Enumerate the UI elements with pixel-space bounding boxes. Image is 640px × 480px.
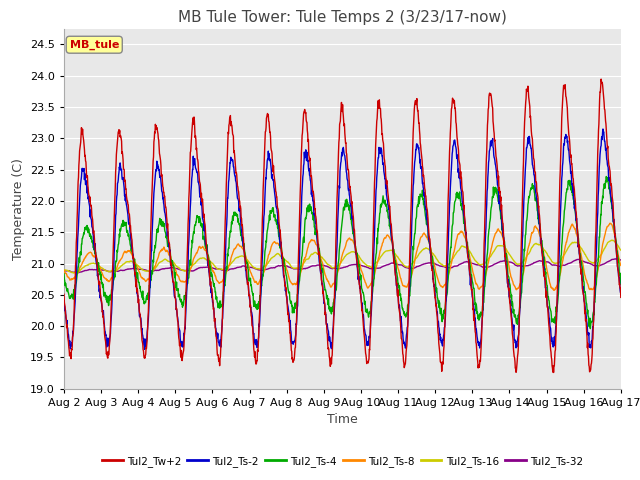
Legend: Tul2_Tw+2, Tul2_Ts-2, Tul2_Ts-4, Tul2_Ts-8, Tul2_Ts-16, Tul2_Ts-32: Tul2_Tw+2, Tul2_Ts-2, Tul2_Ts-4, Tul2_Ts… [97,452,588,471]
Y-axis label: Temperature (C): Temperature (C) [12,158,24,260]
Title: MB Tule Tower: Tule Temps 2 (3/23/17-now): MB Tule Tower: Tule Temps 2 (3/23/17-now… [178,10,507,25]
Text: MB_tule: MB_tule [70,40,119,50]
X-axis label: Time: Time [327,413,358,426]
